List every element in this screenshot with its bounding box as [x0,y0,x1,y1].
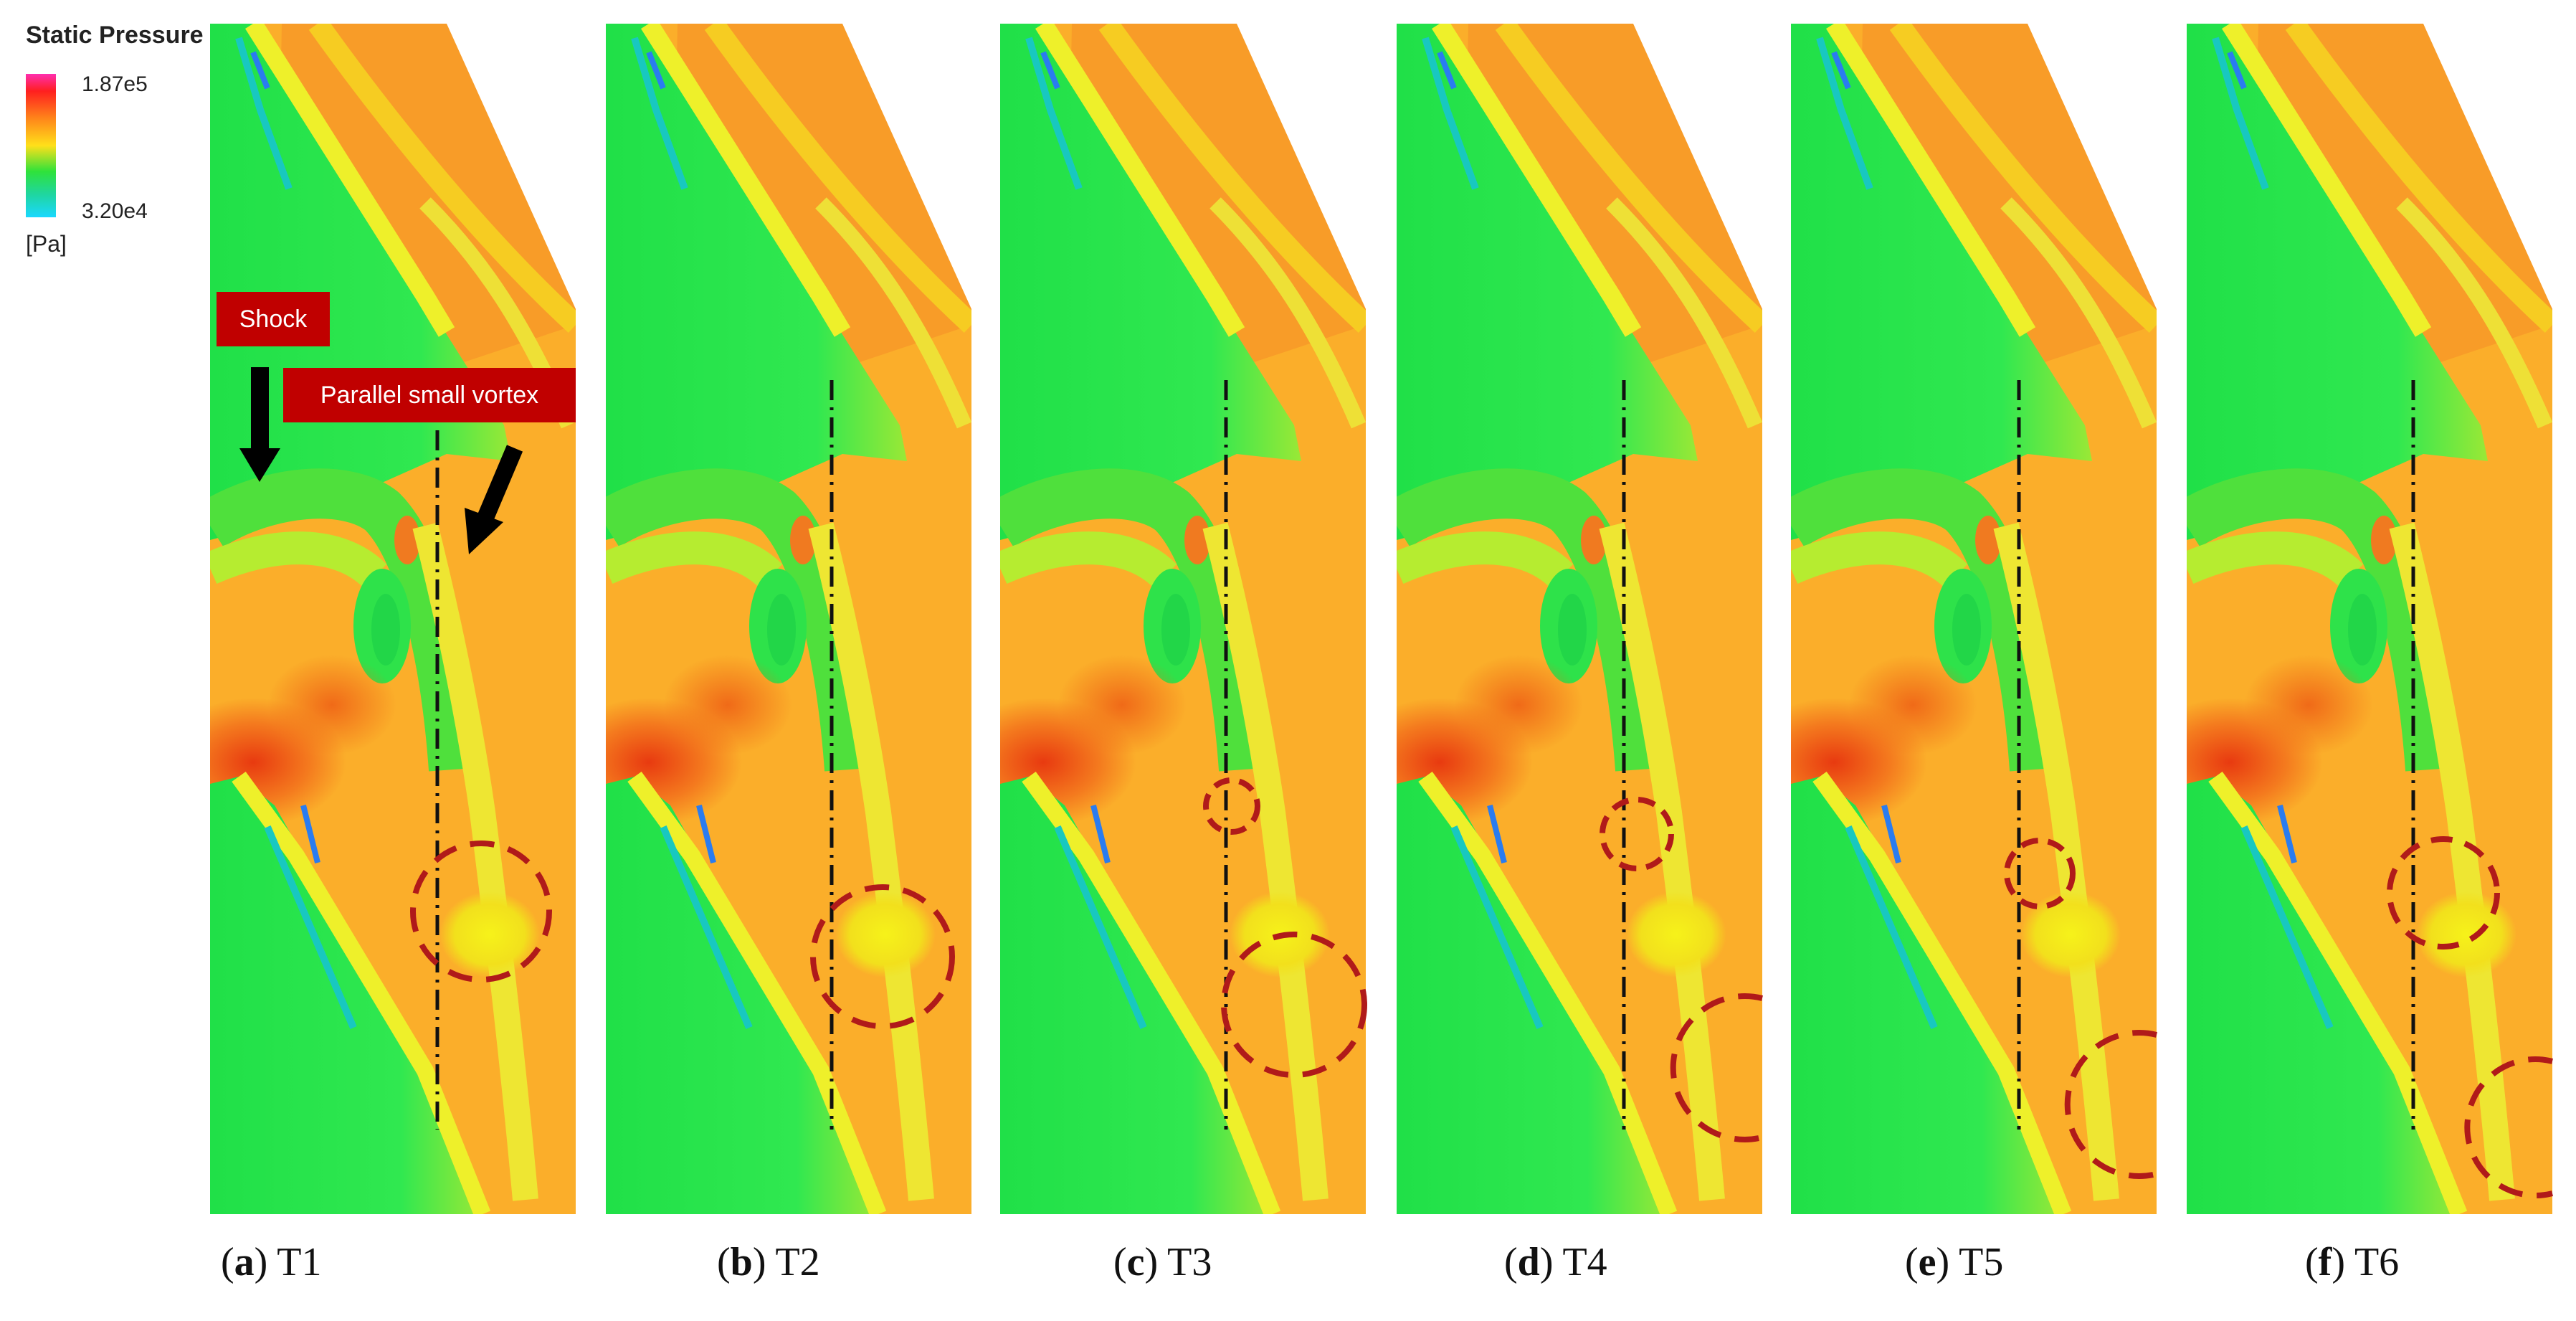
vortex-marker [1670,993,1763,1142]
panel-d [1346,24,1763,1214]
legend-min-label: 3.20e4 [82,199,148,223]
shock-arrow [239,367,280,482]
legend-unit: [Pa] [26,231,67,257]
vortex-marker [410,841,552,983]
panel-e [1741,24,2157,1214]
vortex-marker [810,884,955,1029]
caption-c: (c) T3 [1113,1240,1212,1284]
caption-e: (e) T5 [1905,1240,2004,1284]
caption-d: (d) T4 [1504,1240,1607,1284]
color-scale-bar [26,74,56,217]
panel-f [2137,24,2553,1214]
vortex-marker [2387,836,2500,950]
vortex-marker [1203,777,1260,835]
caption-b: (b) T2 [717,1240,820,1284]
vortex-marker [2004,838,2076,909]
panel-a [160,24,583,1214]
panel-c [950,24,1367,1214]
panel-b [556,24,979,1214]
vortex-arrow [465,445,523,554]
vortex-marker [1221,932,1367,1078]
vortex-marker [1600,797,1674,871]
caption-f: (f) T6 [2305,1240,2400,1284]
vortex-marker [2064,1030,2157,1179]
vortex-marker [2464,1056,2553,1198]
shock-label: Shock [217,292,330,346]
legend-max-label: 1.87e5 [82,72,148,96]
vortex-label: Parallel small vortex [283,368,576,422]
legend-title: Static Pressure [26,22,204,49]
caption-a: (a) T1 [221,1240,322,1284]
